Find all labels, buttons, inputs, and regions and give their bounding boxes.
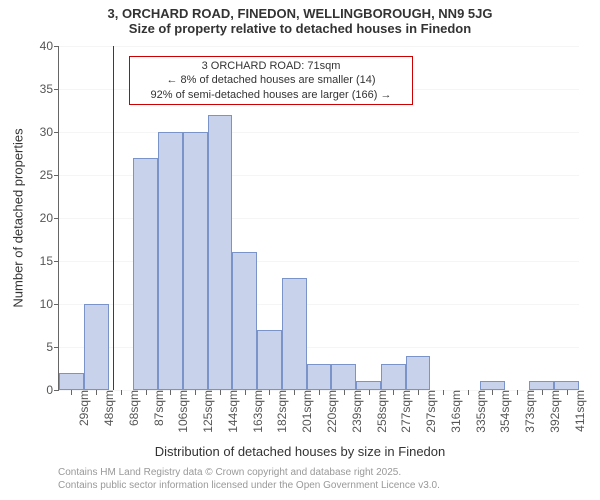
ytick-label: 20 [40, 211, 59, 225]
histogram-bar [480, 381, 505, 390]
xtick-label: 87sqm [150, 390, 166, 426]
histogram-bar [84, 304, 109, 390]
xtick-mark [344, 390, 345, 395]
histogram-bar [208, 115, 233, 390]
xtick-label: 106sqm [174, 390, 190, 433]
xtick-label: 316sqm [447, 390, 463, 433]
ytick-label: 30 [40, 125, 59, 139]
ytick-label: 5 [46, 340, 59, 354]
xtick-mark [71, 390, 72, 395]
xtick-label: 411sqm [571, 390, 587, 432]
xtick-label: 125sqm [199, 390, 215, 433]
histogram-bar [554, 381, 579, 390]
histogram-bar [307, 364, 332, 390]
xtick-label: 182sqm [273, 390, 289, 433]
xtick-label: 392sqm [546, 390, 562, 433]
ytick-label: 35 [40, 82, 59, 96]
xtick-label: 297sqm [422, 390, 438, 433]
xtick-mark [418, 390, 419, 395]
histogram-bar [59, 373, 84, 390]
xtick-mark [319, 390, 320, 395]
footer-line2: Contains public sector information licen… [58, 479, 440, 492]
xtick-label: 258sqm [373, 390, 389, 433]
xtick-mark [195, 390, 196, 395]
xtick-mark [170, 390, 171, 395]
histogram-bar [529, 381, 554, 390]
gridline [59, 132, 579, 133]
histogram-bar [282, 278, 307, 390]
xtick-mark [492, 390, 493, 395]
xtick-label: 239sqm [348, 390, 364, 433]
xtick-label: 373sqm [521, 390, 537, 433]
xtick-mark [220, 390, 221, 395]
xtick-label: 354sqm [496, 390, 512, 433]
annotation-line3: 92% of semi-detached houses are larger (… [136, 88, 406, 102]
property-marker-line [113, 46, 114, 390]
footer-line1: Contains HM Land Registry data © Crown c… [58, 466, 440, 479]
xtick-mark [121, 390, 122, 395]
histogram-bar [183, 132, 208, 390]
ytick-label: 10 [40, 297, 59, 311]
annotation-box: 3 ORCHARD ROAD: 71sqm← 8% of detached ho… [129, 56, 413, 105]
xtick-label: 29sqm [75, 390, 91, 426]
histogram-bar [381, 364, 406, 390]
xtick-label: 163sqm [249, 390, 265, 433]
histogram-bar [331, 364, 356, 390]
xtick-mark [517, 390, 518, 395]
histogram-bar [232, 252, 257, 390]
xtick-label: 220sqm [323, 390, 339, 433]
xtick-mark [245, 390, 246, 395]
ytick-label: 15 [40, 254, 59, 268]
histogram-bar [356, 381, 381, 390]
xtick-mark [269, 390, 270, 395]
xtick-mark [567, 390, 568, 395]
histogram-bar [257, 330, 282, 390]
xtick-mark [96, 390, 97, 395]
x-axis-label: Distribution of detached houses by size … [0, 444, 600, 459]
chart-container: 3, ORCHARD ROAD, FINEDON, WELLINGBOROUGH… [0, 0, 600, 500]
xtick-label: 201sqm [298, 390, 314, 433]
ytick-label: 25 [40, 168, 59, 182]
plot-area: 051015202530354029sqm48sqm68sqm87sqm106s… [58, 46, 579, 391]
xtick-mark [542, 390, 543, 395]
xtick-label: 48sqm [100, 390, 116, 426]
xtick-label: 335sqm [472, 390, 488, 433]
xtick-mark [443, 390, 444, 395]
xtick-mark [393, 390, 394, 395]
ytick-label: 40 [40, 39, 59, 53]
chart-footer: Contains HM Land Registry data © Crown c… [58, 466, 440, 492]
gridline [59, 46, 579, 47]
xtick-mark [294, 390, 295, 395]
histogram-bar [133, 158, 158, 390]
xtick-mark [369, 390, 370, 395]
ytick-label: 0 [46, 383, 59, 397]
histogram-bar [158, 132, 183, 390]
xtick-mark [468, 390, 469, 395]
histogram-bar [406, 356, 431, 390]
chart-title-line1: 3, ORCHARD ROAD, FINEDON, WELLINGBOROUGH… [0, 0, 600, 21]
xtick-label: 144sqm [224, 390, 240, 433]
xtick-mark [146, 390, 147, 395]
xtick-label: 68sqm [125, 390, 141, 426]
y-axis-label: Number of detached properties [10, 128, 25, 307]
annotation-line2: ← 8% of detached houses are smaller (14) [136, 73, 406, 87]
xtick-label: 277sqm [397, 390, 413, 433]
chart-title-line2: Size of property relative to detached ho… [0, 21, 600, 40]
annotation-line1: 3 ORCHARD ROAD: 71sqm [136, 59, 406, 73]
